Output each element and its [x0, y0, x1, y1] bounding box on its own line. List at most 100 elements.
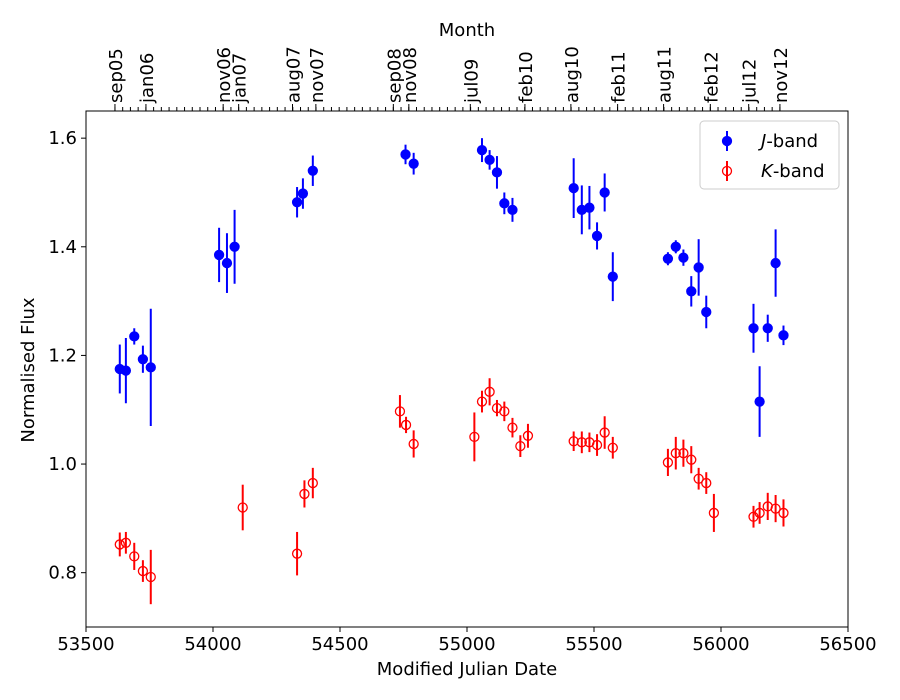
data-point — [584, 202, 595, 213]
month-label: feb11 — [609, 51, 630, 103]
month-label: jul09 — [461, 59, 482, 104]
data-point — [237, 502, 248, 513]
x-tick-label: 54500 — [311, 634, 368, 655]
data-point — [693, 262, 704, 273]
x-tick-label: 55000 — [438, 634, 495, 655]
data-point — [701, 306, 712, 318]
data-point — [484, 154, 495, 166]
data-point — [137, 565, 149, 577]
data-point — [129, 331, 140, 342]
month-label: aug07 — [284, 46, 305, 103]
plot-frame — [85, 110, 849, 628]
legend-marker — [721, 165, 733, 177]
series-layer — [114, 138, 789, 605]
data-point — [599, 187, 610, 198]
data-point — [701, 477, 712, 489]
data-point — [476, 396, 488, 407]
y-axis-label: Normalised Flux — [18, 297, 39, 442]
legend-label-suffix: -band — [773, 161, 825, 182]
data-point — [499, 198, 510, 209]
month-label: aug11 — [655, 46, 676, 103]
data-point — [507, 422, 518, 433]
data-point — [686, 286, 697, 297]
data-point — [591, 439, 603, 451]
data-point — [522, 430, 534, 441]
data-point — [762, 323, 773, 334]
month-label: nov12 — [771, 47, 792, 103]
data-point — [770, 503, 781, 514]
data-point — [145, 571, 156, 583]
data-point — [408, 438, 419, 450]
data-point — [145, 362, 156, 373]
data-point — [476, 144, 488, 156]
data-point — [693, 473, 704, 484]
legend-marker — [721, 135, 733, 147]
month-label: feb12 — [701, 51, 722, 103]
legend-frame — [699, 120, 840, 190]
y-tick-label: 1.6 — [48, 128, 77, 149]
x-tick-label: 55500 — [565, 634, 622, 655]
data-point — [291, 548, 303, 559]
data-point — [686, 454, 697, 465]
data-point — [213, 249, 225, 261]
data-point — [778, 507, 789, 519]
data-point — [229, 241, 240, 252]
y-tick-label: 0.8 — [48, 563, 77, 584]
data-point — [469, 431, 480, 443]
data-point — [307, 165, 318, 176]
legend-label: K-band — [761, 161, 825, 182]
month-label: aug10 — [562, 46, 583, 103]
data-point — [670, 241, 681, 252]
data-point — [770, 257, 781, 269]
data-point — [662, 253, 674, 264]
month-label: nov07 — [307, 47, 328, 103]
data-point — [137, 354, 149, 365]
data-point — [670, 448, 681, 459]
data-point — [568, 182, 579, 194]
legend-label-suffix: -band — [766, 131, 818, 152]
data-point — [291, 197, 303, 208]
data-point — [484, 386, 495, 397]
data-point — [662, 457, 674, 468]
y-tick-label: 1.0 — [48, 454, 77, 475]
month-label: jul12 — [740, 59, 761, 104]
x-axis-label: Modified Julian Date — [377, 659, 557, 680]
data-point — [678, 448, 689, 459]
data-point — [114, 539, 125, 550]
data-point — [778, 330, 789, 341]
data-point — [678, 252, 689, 263]
ticks-layer: 53500 54000 54500 55000 55500 56000 56500 0.8 1.… — [48, 46, 876, 655]
month-label: feb10 — [516, 51, 537, 103]
data-point — [754, 396, 765, 407]
data-point — [568, 436, 579, 447]
data-point — [748, 323, 759, 334]
legend-label-italic: J — [758, 131, 766, 152]
legend-label: J-band — [758, 131, 818, 152]
y-tick-label: 1.4 — [48, 237, 77, 258]
data-point — [591, 230, 603, 242]
data-point — [507, 204, 518, 216]
series-k-band — [114, 378, 789, 605]
month-label: sep08 — [384, 48, 405, 103]
data-point — [221, 257, 233, 269]
x-tick-label: 56500 — [819, 634, 876, 655]
data-point — [491, 167, 503, 178]
data-point — [708, 507, 720, 519]
month-label: nov06 — [214, 47, 235, 103]
data-point — [607, 271, 618, 282]
month-label: jan07 — [230, 53, 251, 104]
x-tick-label: 53500 — [57, 634, 114, 655]
data-point — [297, 188, 309, 199]
month-label: nov08 — [400, 47, 421, 103]
y-tick-label: 1.2 — [48, 345, 77, 366]
top-axis-label: Month — [439, 20, 495, 41]
data-point — [754, 507, 765, 519]
data-point — [394, 406, 406, 417]
data-point — [576, 437, 587, 448]
x-tick-label: 54000 — [184, 634, 241, 655]
data-point — [499, 406, 510, 417]
series-j-band — [114, 138, 789, 437]
